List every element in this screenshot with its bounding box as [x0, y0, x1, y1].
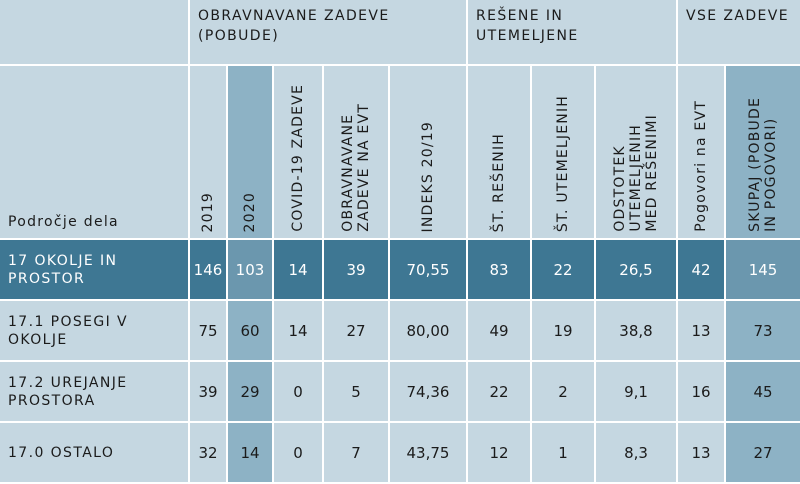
cell-resenih: 49	[468, 301, 532, 362]
cell-index: 80,00	[390, 301, 468, 362]
cell-covid: 14	[274, 240, 324, 301]
cell-2020: 103	[228, 240, 274, 301]
cell-skupaj: 145	[726, 240, 800, 301]
column-header-utemeljenih: ŠT. UTEMELJENIH	[532, 66, 596, 240]
cell-covid: 0	[274, 423, 324, 484]
cell-odstotek: 38,8	[596, 301, 678, 362]
column-header-evt: OBRAVNAVANE ZADEVE NA EVT	[324, 66, 390, 240]
table-row-total: 17 OKOLJE IN PROSTOR 146 103 14 39 70,55…	[0, 240, 800, 301]
group-header-vse: VSE ZADEVE	[678, 0, 800, 66]
cell-area: 17.1 POSEGI V OKOLJE	[0, 301, 190, 362]
column-header-skupaj: SKUPAJ (POBUDE IN POGOVORI)	[726, 66, 800, 240]
column-header-odstotek: ODSTOTEK UTEMELJENIH MED REŠENIMI	[596, 66, 678, 240]
cell-utemeljenih: 22	[532, 240, 596, 301]
cell-odstotek: 8,3	[596, 423, 678, 484]
cell-resenih: 12	[468, 423, 532, 484]
column-header-row: Področje dela 2019 2020 COVID-19 ZADEVE …	[0, 66, 800, 240]
cell-skupaj: 27	[726, 423, 800, 484]
table-row: 17.1 POSEGI V OKOLJE 75 60 14 27 80,00 4…	[0, 301, 800, 362]
cell-skupaj: 73	[726, 301, 800, 362]
cell-pogovori: 13	[678, 301, 726, 362]
cell-skupaj: 45	[726, 362, 800, 423]
cell-resenih: 22	[468, 362, 532, 423]
cell-2019: 146	[190, 240, 228, 301]
cell-area: 17.0 OSTALO	[0, 423, 190, 484]
group-header-resene: REŠENE IN UTEMELJENE	[468, 0, 678, 66]
cell-evt: 5	[324, 362, 390, 423]
column-header-2020: 2020	[228, 66, 274, 240]
cell-2020: 14	[228, 423, 274, 484]
cell-covid: 14	[274, 301, 324, 362]
cell-evt: 39	[324, 240, 390, 301]
cell-area: 17.2 UREJANJE PROSTORA	[0, 362, 190, 423]
cell-2019: 32	[190, 423, 228, 484]
cell-covid: 0	[274, 362, 324, 423]
cell-2020: 29	[228, 362, 274, 423]
column-header-area: Področje dela	[0, 66, 190, 240]
column-header-pogovori: Pogovori na EVT	[678, 66, 726, 240]
group-header-row: OBRAVNAVANE ZADEVE (POBUDE) REŠENE IN UT…	[0, 0, 800, 66]
group-header-blank	[0, 0, 190, 66]
cell-index: 74,36	[390, 362, 468, 423]
table-row: 17.0 OSTALO 32 14 0 7 43,75 12 1 8,3 13 …	[0, 423, 800, 484]
column-header-2019: 2019	[190, 66, 228, 240]
cell-area: 17 OKOLJE IN PROSTOR	[0, 240, 190, 301]
column-header-index: INDEKS 20/19	[390, 66, 468, 240]
cell-index: 70,55	[390, 240, 468, 301]
cell-pogovori: 42	[678, 240, 726, 301]
cell-evt: 7	[324, 423, 390, 484]
column-header-covid: COVID-19 ZADEVE	[274, 66, 324, 240]
cell-index: 43,75	[390, 423, 468, 484]
cell-pogovori: 13	[678, 423, 726, 484]
cell-evt: 27	[324, 301, 390, 362]
table-row: 17.2 UREJANJE PROSTORA 39 29 0 5 74,36 2…	[0, 362, 800, 423]
cell-utemeljenih: 1	[532, 423, 596, 484]
cell-resenih: 83	[468, 240, 532, 301]
cell-odstotek: 9,1	[596, 362, 678, 423]
cell-2020: 60	[228, 301, 274, 362]
cell-pogovori: 16	[678, 362, 726, 423]
cell-odstotek: 26,5	[596, 240, 678, 301]
column-header-resenih: ŠT. REŠENIH	[468, 66, 532, 240]
cell-2019: 75	[190, 301, 228, 362]
cell-2019: 39	[190, 362, 228, 423]
cell-utemeljenih: 2	[532, 362, 596, 423]
cell-utemeljenih: 19	[532, 301, 596, 362]
group-header-obravnavane: OBRAVNAVANE ZADEVE (POBUDE)	[190, 0, 468, 66]
